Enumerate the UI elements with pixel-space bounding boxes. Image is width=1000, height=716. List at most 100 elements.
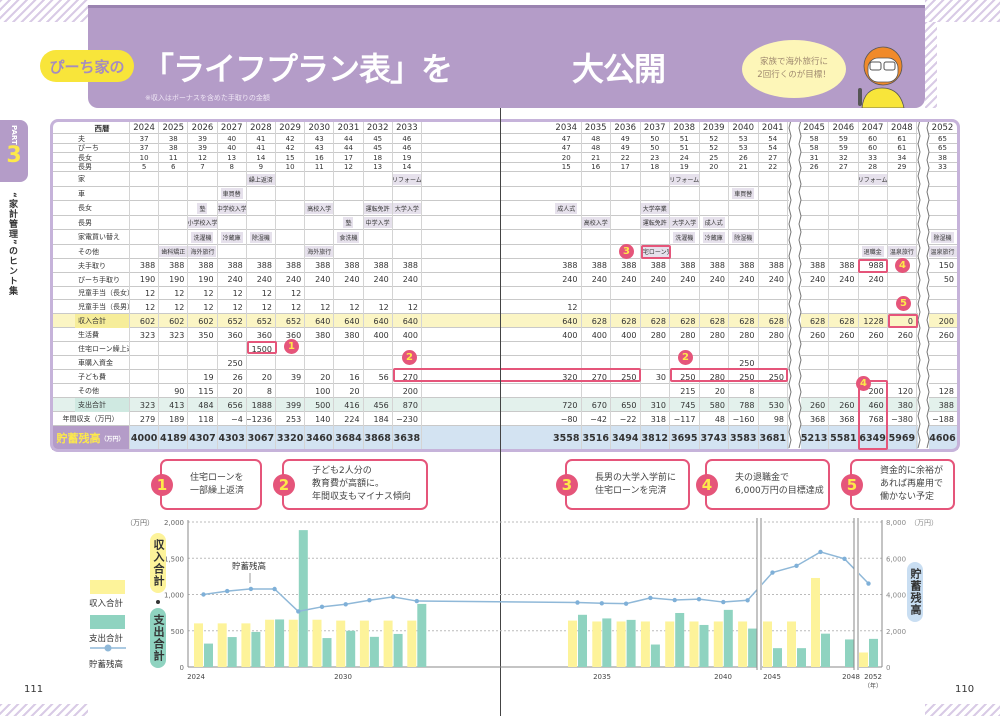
value-cell: 12 [188, 300, 218, 315]
event-cell [829, 201, 859, 216]
left-tick-label: 0 [180, 664, 184, 672]
value-cell: 628 [729, 314, 759, 328]
value-cell [888, 356, 917, 370]
event-cell [364, 244, 393, 259]
value-cell [364, 356, 393, 370]
speech-line: 2回行くのが目標！ [757, 70, 831, 80]
event-cell [130, 230, 160, 245]
value-cell [582, 286, 611, 301]
value-cell [276, 356, 306, 370]
event-cell [611, 201, 641, 216]
value-cell: 56 [364, 370, 393, 384]
value-cell: 380 [888, 398, 917, 412]
value-cell [582, 300, 611, 315]
value-cell: 656 [218, 398, 247, 412]
value-cell [759, 384, 788, 398]
value-cell: 270 [582, 370, 611, 384]
savings-point-2045 [770, 570, 775, 575]
column-header-year: 2036 [611, 122, 641, 134]
event-cell [218, 215, 247, 230]
value-cell [888, 370, 917, 384]
row-label: 長女 [75, 153, 130, 163]
value-cell: 640 [552, 314, 582, 328]
column-header-year: 2035 [582, 122, 611, 134]
table-row [52, 122, 958, 134]
event-cell [800, 244, 830, 259]
value-cell: 39 [188, 143, 218, 153]
value-cell: 33 [859, 153, 888, 163]
value-cell: 280 [700, 370, 729, 384]
table-row [52, 259, 958, 273]
event-cell [582, 201, 611, 216]
savings-point-2046 [794, 563, 799, 569]
table-row [52, 201, 958, 216]
event-cell [759, 215, 788, 230]
value-cell [829, 384, 859, 398]
savings-value: 3743 [700, 426, 729, 450]
value-cell: 652 [218, 314, 247, 328]
value-cell: 25 [700, 153, 729, 163]
event-tag: 中学校入学 [217, 202, 246, 214]
bar-income-2037 [640, 621, 650, 667]
callout-number: 1 [151, 474, 173, 496]
value-cell: 13 [364, 162, 393, 172]
value-cell: 413 [159, 398, 189, 412]
value-cell: 11 [159, 153, 189, 163]
event-cell: 退職金 [859, 244, 888, 259]
value-cell: 115 [188, 384, 218, 398]
value-cell: 20 [552, 153, 582, 163]
value-cell [641, 286, 670, 301]
value-cell: 52 [700, 134, 729, 144]
value-cell: 628 [800, 314, 830, 328]
value-cell [611, 342, 641, 356]
event-cell [393, 244, 422, 259]
callout-number: 3 [556, 474, 578, 496]
value-cell [393, 356, 422, 370]
value-cell: −80 [552, 412, 582, 426]
event-tag: 海外旅行 [188, 246, 217, 258]
bar-expense-2046 [797, 648, 806, 667]
event-cell [159, 215, 189, 230]
event-cell [334, 186, 364, 201]
callout-2: 2 子ども2人分の 教育費が高額に。 年間収支もマイナス傾向 [273, 459, 428, 510]
value-cell [859, 286, 888, 301]
value-cell [759, 286, 788, 301]
value-cell: 628 [670, 314, 700, 328]
value-cell: 54 [759, 134, 788, 144]
value-cell [700, 286, 729, 301]
event-cell [334, 172, 364, 187]
savings-point-2027 [272, 586, 277, 592]
value-cell [829, 342, 859, 356]
event-cell: 車買替 [729, 186, 759, 201]
value-cell: 16 [582, 162, 611, 172]
speech-bubble: 家族で海外旅行に 2回行くのが目標！ [742, 40, 846, 98]
event-cell [641, 186, 670, 201]
value-cell: 118 [188, 412, 218, 426]
savings-value: 3684 [334, 426, 364, 450]
event-cell [829, 215, 859, 230]
marker-badge: 5 [896, 296, 911, 311]
value-cell [700, 342, 729, 356]
marker-badge: 4 [895, 258, 910, 273]
bar-income-2024 [194, 623, 203, 667]
event-cell [276, 244, 306, 259]
savings-point-2041 [745, 598, 750, 603]
table-row [52, 172, 958, 187]
savings-value: 4307 [188, 426, 218, 450]
value-cell: 240 [364, 272, 393, 287]
value-cell: 310 [641, 398, 670, 412]
table-row [52, 134, 958, 144]
event-tag: 小学校入学 [188, 217, 217, 229]
value-cell: 45 [364, 143, 393, 153]
value-cell [759, 300, 788, 315]
event-cell: 繰上返済 [246, 172, 276, 187]
table-row [52, 162, 958, 172]
value-cell [582, 356, 611, 370]
value-cell: 240 [276, 272, 306, 287]
bar-expense-2024 [204, 643, 213, 667]
event-cell: 車買替 [218, 186, 247, 201]
event-tag: 塾 [343, 217, 354, 229]
value-cell: 140 [305, 412, 335, 426]
decorative-hatch [0, 0, 88, 22]
